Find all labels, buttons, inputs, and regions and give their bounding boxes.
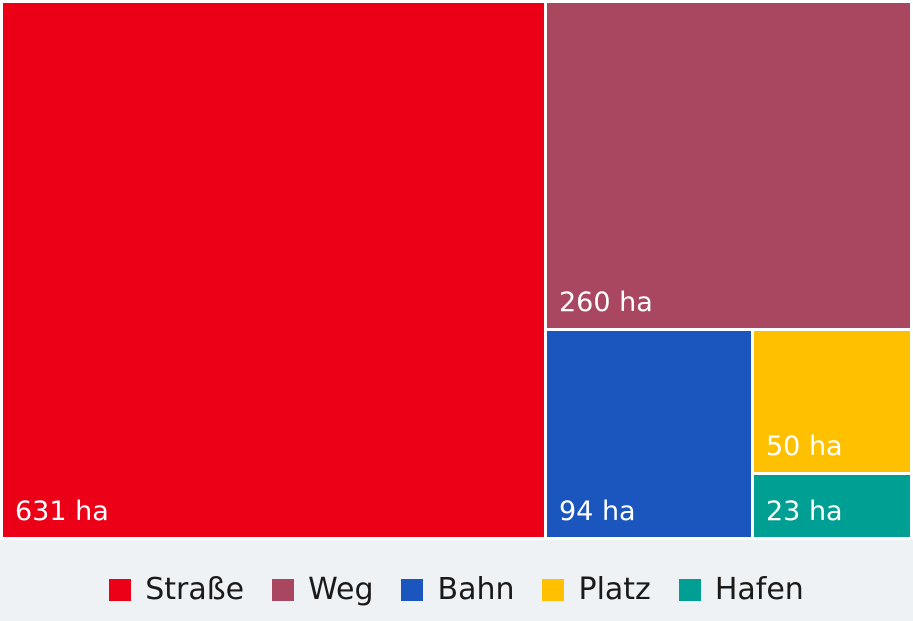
legend-item-platz: Platz: [542, 571, 651, 607]
tile-value-label: 260 ha: [559, 287, 653, 318]
legend-label: Hafen: [714, 571, 804, 607]
chart-legend: Straße Weg Bahn Platz Hafen: [0, 540, 913, 621]
tile-value-label: 50 ha: [766, 431, 843, 462]
legend-item-strasse: Straße: [109, 571, 245, 607]
tile-value-label: 94 ha: [559, 496, 636, 527]
tile-bahn: 94 ha: [547, 331, 751, 537]
tile-value-label: 23 ha: [766, 496, 843, 527]
legend-label: Straße: [145, 571, 245, 607]
legend-item-bahn: Bahn: [401, 571, 515, 607]
tile-strasse: 631 ha: [3, 3, 544, 537]
legend-label: Platz: [578, 571, 651, 607]
legend-swatch: [401, 578, 424, 601]
treemap-chart: 631 ha 260 ha 94 ha 50 ha 23 ha: [0, 0, 913, 540]
legend-swatch: [109, 578, 132, 601]
legend-item-hafen: Hafen: [678, 571, 804, 607]
tile-weg: 260 ha: [547, 3, 910, 328]
legend-swatch: [272, 578, 295, 601]
legend-swatch: [678, 578, 701, 601]
legend-label: Weg: [308, 571, 374, 607]
tile-value-label: 631 ha: [15, 496, 109, 527]
legend-item-weg: Weg: [272, 571, 374, 607]
legend-swatch: [542, 578, 565, 601]
tile-hafen: 23 ha: [754, 475, 910, 537]
tile-platz: 50 ha: [754, 331, 910, 472]
legend-label: Bahn: [437, 571, 515, 607]
